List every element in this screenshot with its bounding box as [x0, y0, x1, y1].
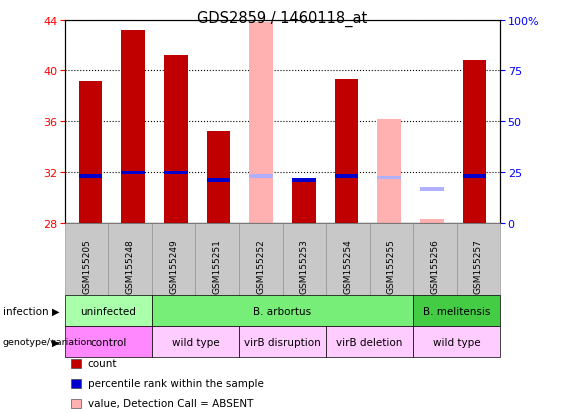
Text: wild type: wild type [172, 337, 219, 347]
Bar [207, 179, 231, 183]
Text: genotype/variation: genotype/variation [3, 337, 93, 346]
Bar [121, 31, 145, 223]
Text: B. melitensis: B. melitensis [423, 306, 490, 316]
Bar [377, 176, 401, 180]
Text: uninfected: uninfected [81, 306, 136, 316]
Text: ▶: ▶ [52, 306, 59, 316]
Text: GSM155205: GSM155205 [82, 238, 91, 293]
Bar [249, 23, 273, 223]
Text: control: control [90, 337, 127, 347]
Text: GSM155253: GSM155253 [300, 238, 308, 293]
Bar [420, 188, 444, 191]
Bar [249, 175, 273, 179]
Text: GSM155255: GSM155255 [387, 238, 396, 293]
Text: wild type: wild type [433, 337, 480, 347]
Text: GDS2859 / 1460118_at: GDS2859 / 1460118_at [197, 10, 368, 26]
Bar [164, 56, 188, 223]
Text: percentile rank within the sample: percentile rank within the sample [88, 378, 263, 388]
Bar [334, 80, 358, 223]
Text: GSM155254: GSM155254 [344, 239, 352, 293]
Text: GSM155252: GSM155252 [257, 239, 265, 293]
Bar [79, 81, 102, 223]
Text: B. arbortus: B. arbortus [254, 306, 311, 316]
Text: virB disruption: virB disruption [244, 337, 321, 347]
Text: count: count [88, 358, 117, 368]
Text: virB deletion: virB deletion [336, 337, 403, 347]
Text: infection: infection [3, 306, 49, 316]
Text: GSM155251: GSM155251 [213, 238, 221, 293]
Bar [292, 179, 316, 183]
Bar [420, 219, 444, 223]
Bar [164, 171, 188, 175]
Bar [79, 175, 102, 179]
Text: ▶: ▶ [52, 337, 59, 347]
Text: GSM155256: GSM155256 [431, 238, 439, 293]
Bar [463, 61, 486, 223]
Text: value, Detection Call = ABSENT: value, Detection Call = ABSENT [88, 398, 253, 408]
Text: GSM155249: GSM155249 [170, 239, 178, 293]
Bar [292, 179, 316, 223]
Text: GSM155257: GSM155257 [474, 238, 483, 293]
Bar [334, 175, 358, 179]
Bar [121, 171, 145, 175]
Text: GSM155248: GSM155248 [126, 239, 134, 293]
Bar [377, 119, 401, 223]
Bar [463, 175, 486, 179]
Bar [207, 132, 231, 223]
